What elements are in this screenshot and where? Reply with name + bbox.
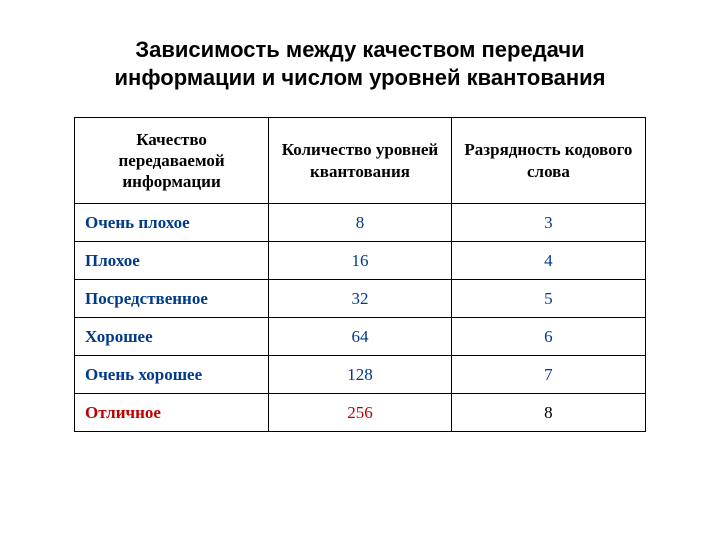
- cell-quality: Отличное: [75, 394, 269, 432]
- th-bits: Разрядность кодового слова: [451, 118, 645, 204]
- cell-bits: 5: [451, 280, 645, 318]
- cell-quality: Посредственное: [75, 280, 269, 318]
- cell-bits: 4: [451, 242, 645, 280]
- cell-levels: 64: [269, 318, 452, 356]
- cell-bits: 6: [451, 318, 645, 356]
- cell-levels: 8: [269, 204, 452, 242]
- cell-quality: Плохое: [75, 242, 269, 280]
- table-row: Посредственное325: [75, 280, 646, 318]
- cell-levels: 32: [269, 280, 452, 318]
- table-header-row: Качество передаваемой информации Количес…: [75, 118, 646, 204]
- cell-bits: 8: [451, 394, 645, 432]
- table-container: Качество передаваемой информации Количес…: [0, 117, 720, 432]
- cell-quality: Хорошее: [75, 318, 269, 356]
- cell-bits: 7: [451, 356, 645, 394]
- page-title: Зависимость между качеством передачи инф…: [0, 36, 720, 117]
- cell-levels: 128: [269, 356, 452, 394]
- title-line-2: информации и числом уровней квантования: [115, 65, 606, 90]
- table-row: Хорошее646: [75, 318, 646, 356]
- table-row: Очень хорошее1287: [75, 356, 646, 394]
- table-row: Очень плохое83: [75, 204, 646, 242]
- slide: Зависимость между качеством передачи инф…: [0, 0, 720, 540]
- th-levels: Количество уровней квантования: [269, 118, 452, 204]
- cell-quality: Очень плохое: [75, 204, 269, 242]
- cell-bits: 3: [451, 204, 645, 242]
- cell-levels: 256: [269, 394, 452, 432]
- table-row: Отличное2568: [75, 394, 646, 432]
- cell-quality: Очень хорошее: [75, 356, 269, 394]
- table-body: Очень плохое83Плохое164Посредственное325…: [75, 204, 646, 432]
- th-quality: Качество передаваемой информации: [75, 118, 269, 204]
- table-row: Плохое164: [75, 242, 646, 280]
- cell-levels: 16: [269, 242, 452, 280]
- quantization-table: Качество передаваемой информации Количес…: [74, 117, 646, 432]
- title-line-1: Зависимость между качеством передачи: [135, 37, 584, 62]
